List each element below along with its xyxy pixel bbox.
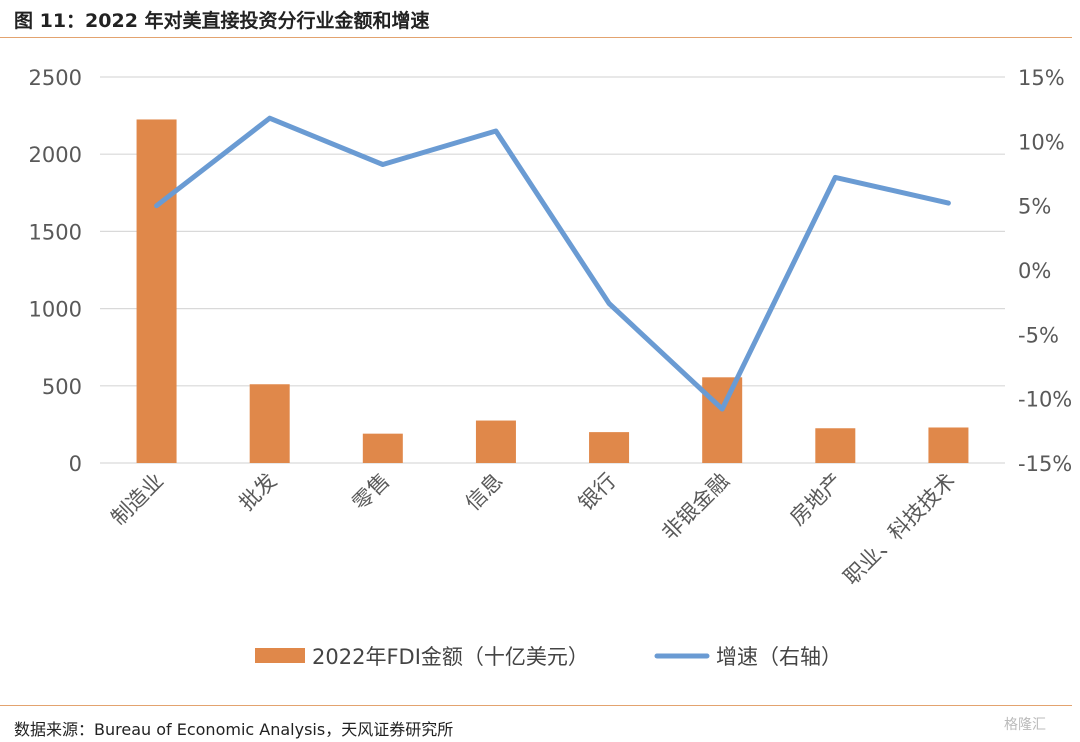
category-label: 零售 <box>348 469 395 516</box>
left-axis-tick-label: 2000 <box>29 143 82 167</box>
growth-line <box>154 115 951 412</box>
left-axis-tick-label: 500 <box>42 375 82 399</box>
legend-swatch-bar <box>255 648 305 663</box>
left-axis-tick-label: 2500 <box>29 66 82 90</box>
bar-4 <box>475 420 516 463</box>
right-axis-tick-label: 10% <box>1018 130 1065 154</box>
bar-6 <box>702 377 743 463</box>
bar-8 <box>928 427 969 463</box>
category-label: 批发 <box>235 469 282 516</box>
legend-label-line: 增速（右轴） <box>716 645 842 669</box>
category-label: 信息 <box>461 469 508 516</box>
category-label: 职业、科技技术 <box>839 469 960 590</box>
bar-5 <box>589 432 630 463</box>
right-axis-tick-label: -5% <box>1018 323 1059 347</box>
right-axis-tick-label: 5% <box>1018 195 1051 219</box>
right-axis-tick-label: 0% <box>1018 259 1051 283</box>
chart-title: 图 11：2022 年对美直接投资分行业金额和增速 <box>14 10 430 32</box>
legend-label-bar: 2022年FDI金额（十亿美元） <box>312 645 589 669</box>
left-axis-tick-label: 1000 <box>29 298 82 322</box>
source-divider <box>0 705 1072 706</box>
title-divider <box>0 37 1072 38</box>
right-axis-tick-label: 15% <box>1018 66 1065 90</box>
watermark-logo: 格隆汇 <box>1004 717 1046 733</box>
bar-3 <box>362 433 403 463</box>
right-axis-tick-label: -15% <box>1018 452 1072 476</box>
category-label: 非银金融 <box>657 469 733 545</box>
bar-7 <box>815 428 856 463</box>
bar-1 <box>136 119 177 464</box>
bar-2 <box>249 384 290 463</box>
category-label: 银行 <box>574 469 621 516</box>
source-note: 数据来源：Bureau of Economic Analysis，天风证券研究所 <box>14 720 454 739</box>
left-axis-tick-label: 0 <box>69 452 82 476</box>
chart: 0 500 1000 1500 2000 2500 -15% -10% -5% 0% 5% 10% 15… <box>29 66 1073 669</box>
right-axis-tick-label: -10% <box>1018 388 1072 412</box>
category-label: 房地产 <box>785 469 847 531</box>
category-label: 制造业 <box>107 469 169 531</box>
left-axis-tick-label: 1500 <box>29 220 82 244</box>
